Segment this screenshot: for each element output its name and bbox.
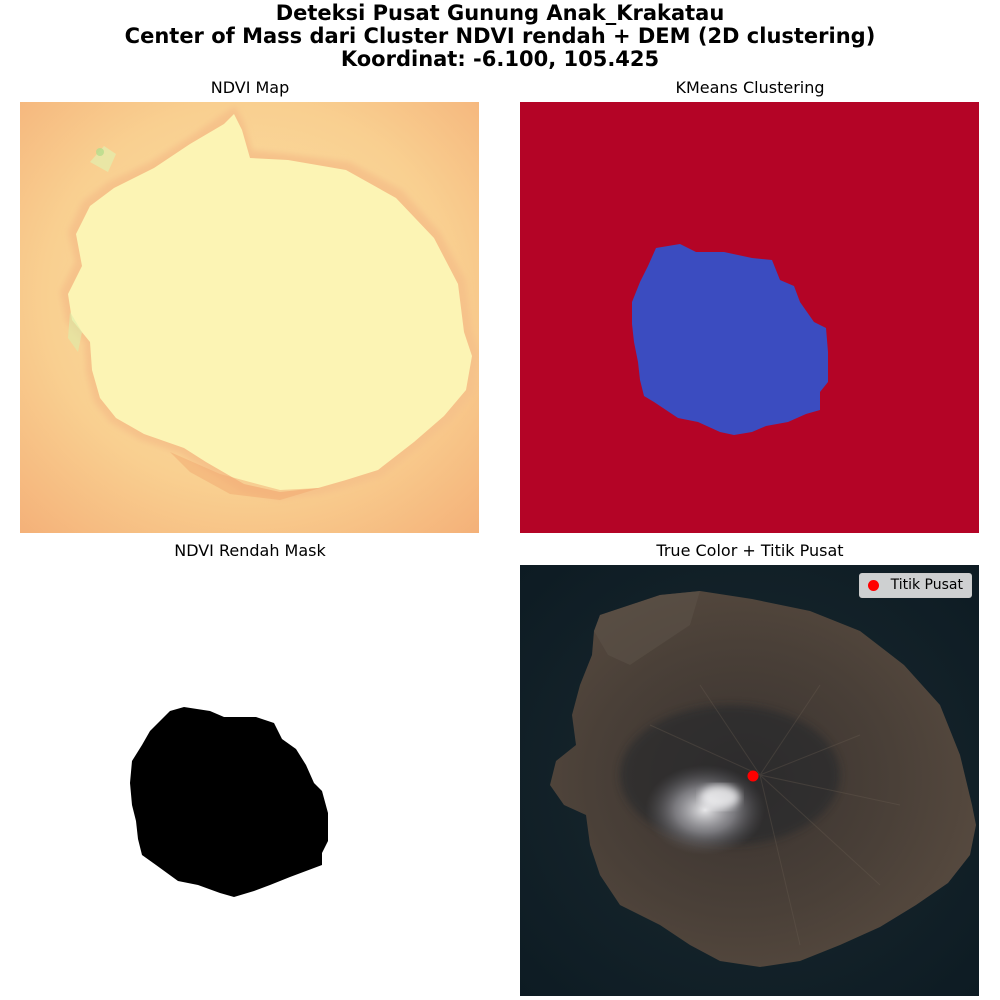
true-color-title: True Color + Titik Pusat: [656, 541, 844, 560]
center-point-marker: [747, 770, 759, 782]
legend-label: Titik Pusat: [890, 577, 963, 593]
legend: Titik Pusat: [858, 573, 972, 598]
ndvi-low-mask-image: [20, 565, 479, 996]
title-line-1: Deteksi Pusat Gunung Anak_Krakatau: [275, 1, 725, 25]
title-line-2: Center of Mass dari Cluster NDVI rendah …: [124, 24, 876, 48]
true-color-image: Titik Pusat: [520, 565, 979, 996]
kmeans-clustering-image: [520, 102, 979, 533]
mask-title: NDVI Rendah Mask: [174, 541, 326, 560]
title-line-3: Koordinat: -6.100, 105.425: [340, 47, 660, 71]
legend-marker-icon: [867, 579, 879, 591]
figure-title: Deteksi Pusat Gunung Anak_Krakatau Cente…: [0, 2, 1000, 71]
crater-cluster: [632, 244, 828, 435]
ndvi-map-title: NDVI Map: [210, 78, 290, 97]
kmeans-title: KMeans Clustering: [675, 78, 825, 97]
ndvi-map-image: [20, 102, 479, 533]
low-ndvi-region: [130, 707, 328, 897]
